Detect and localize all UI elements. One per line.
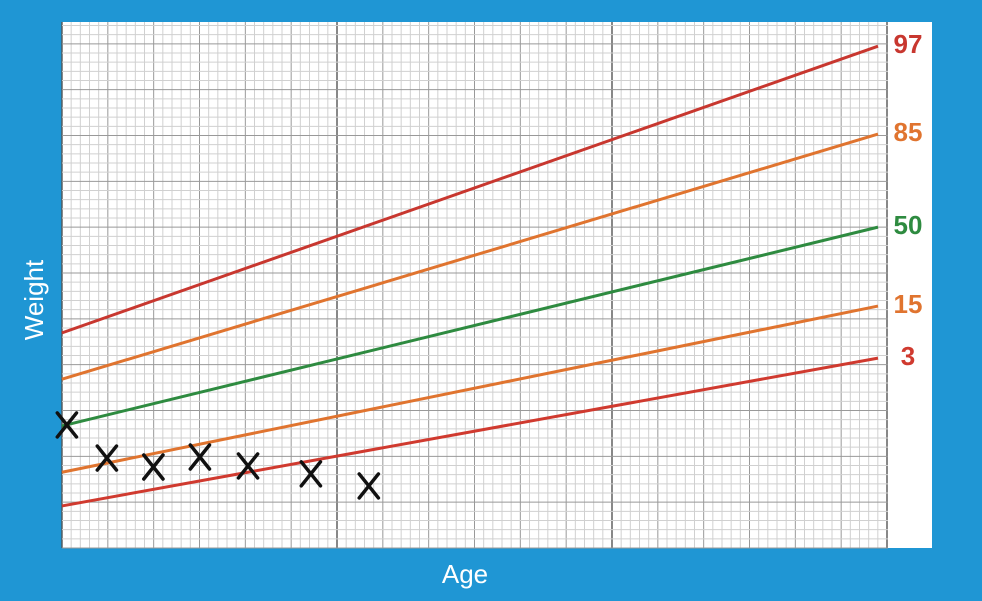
grid [61, 22, 888, 549]
legend-label: 3 [901, 341, 915, 371]
x-stroke [357, 472, 381, 500]
legend-label: 85 [894, 117, 923, 147]
percentile-line [61, 44, 879, 335]
plot-panel [62, 22, 932, 548]
legend-label: 15 [894, 289, 923, 319]
x-stroke [299, 460, 323, 488]
percentile-line [61, 225, 879, 428]
x-stroke [95, 444, 119, 472]
measurement-x [142, 453, 165, 481]
x-stroke [55, 411, 79, 439]
percentile-line [61, 356, 879, 508]
measurement-x [299, 460, 323, 488]
measurement-x [188, 443, 212, 471]
legend-label: 50 [894, 210, 923, 240]
percentile-line [61, 132, 879, 381]
x-stroke [188, 443, 212, 471]
x-stroke [142, 453, 165, 481]
x-axis-label: Age [442, 559, 488, 589]
percentile-line [61, 304, 879, 474]
y-axis-label: Weight [19, 259, 49, 340]
legend-label: 97 [894, 29, 923, 59]
measurement-x [55, 411, 79, 439]
measurement-x [95, 444, 119, 472]
measurement-x [236, 452, 260, 480]
x-stroke [236, 452, 260, 480]
measurement-x [357, 472, 381, 500]
